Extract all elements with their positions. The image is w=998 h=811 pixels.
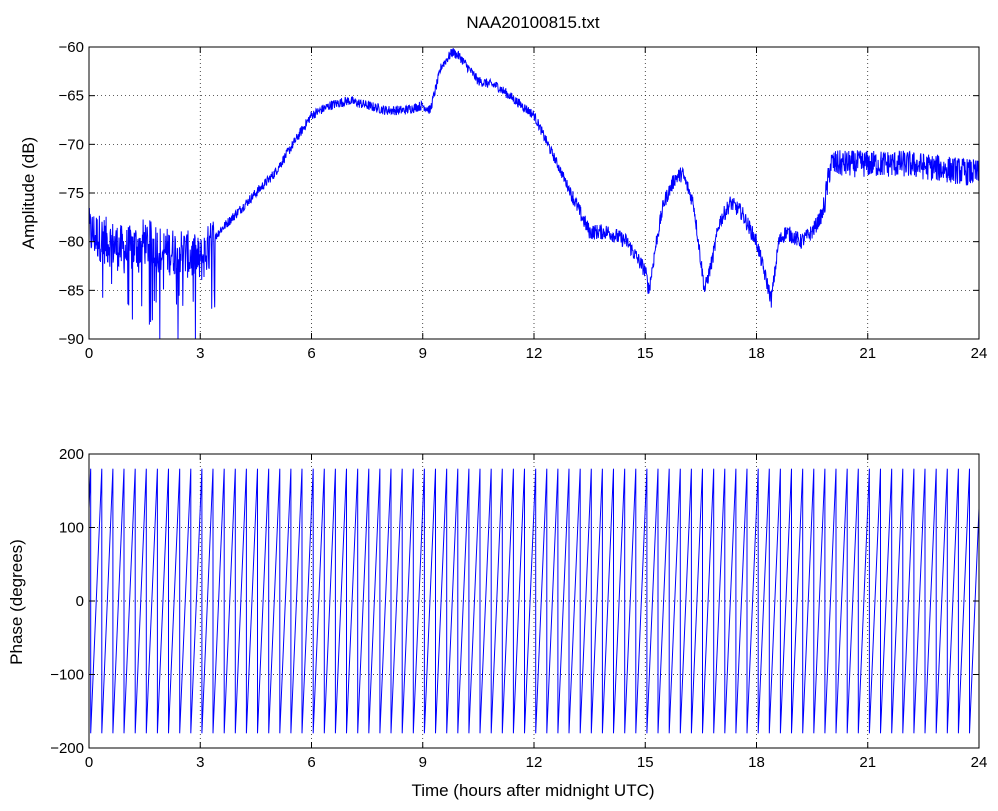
- amplitude-y-tick-label: −85: [59, 282, 84, 299]
- phase-x-tick-label: 0: [85, 754, 93, 771]
- amplitude-grid: [89, 47, 979, 339]
- amplitude-x-tick-label: 9: [419, 345, 427, 362]
- phase-y-tick-label: 100: [59, 520, 84, 537]
- amplitude-x-tick-label: 15: [637, 345, 654, 362]
- amplitude-y-tick-label: −90: [59, 331, 84, 348]
- amplitude-x-tick-label: 0: [85, 345, 93, 362]
- amplitude-x-tick-label: 3: [196, 345, 204, 362]
- phase-x-tick-label: 15: [637, 754, 654, 771]
- phase-y-tick-label: 0: [76, 593, 84, 610]
- amplitude-x-tick-label: 12: [526, 345, 543, 362]
- phase-x-tick-label: 6: [307, 754, 315, 771]
- phase-y-tick-label: −100: [50, 667, 84, 684]
- amplitude-y-tick-label: −75: [59, 185, 84, 202]
- amplitude-series-line: [88, 47, 980, 340]
- amplitude-x-tick-label: 21: [859, 345, 876, 362]
- amplitude-y-tick-label: −80: [59, 234, 84, 251]
- amplitude-y-tick-label: −70: [59, 136, 84, 153]
- phase-y-axis-label: Phase (degrees): [7, 539, 26, 665]
- amplitude-y-tick-label: −60: [59, 39, 84, 56]
- phase-x-tick-label: 21: [859, 754, 876, 771]
- amplitude-x-tick-label: 24: [971, 345, 988, 362]
- phase-x-axis-label: Time (hours after midnight UTC): [411, 781, 654, 800]
- phase-y-tick-label: −200: [50, 740, 84, 757]
- phase-series-line: [88, 468, 980, 734]
- phase-ticks: 0 3 6 9 12 15 18 21 24 −200 −100 0 100 200: [50, 446, 987, 771]
- amplitude-x-tick-label: 18: [748, 345, 765, 362]
- phase-x-tick-label: 18: [748, 754, 765, 771]
- amplitude-y-axis-label: Amplitude (dB): [19, 137, 38, 249]
- phase-y-tick-label: 200: [59, 446, 84, 463]
- chart-title: NAA20100815.txt: [466, 13, 600, 32]
- phase-x-tick-label: 24: [971, 754, 988, 771]
- phase-chart: 0 3 6 9 12 15 18 21 24 −200 −100 0 100 200 Phase (deg…: [7, 446, 987, 800]
- amplitude-x-tick-label: 6: [307, 345, 315, 362]
- phase-x-tick-label: 3: [196, 754, 204, 771]
- phase-x-tick-label: 9: [419, 754, 427, 771]
- amplitude-y-tick-label: −65: [59, 88, 84, 105]
- phase-x-tick-label: 12: [526, 754, 543, 771]
- amplitude-chart: 0 3 6 9 12 15 18 21 24 −90 −85 −80 −75 −70 −65 −60 Ampl…: [19, 39, 987, 362]
- amplitude-ticks: 0 3 6 9 12 15 18 21 24 −90 −85 −80 −75 −70 −65 −60: [59, 39, 988, 362]
